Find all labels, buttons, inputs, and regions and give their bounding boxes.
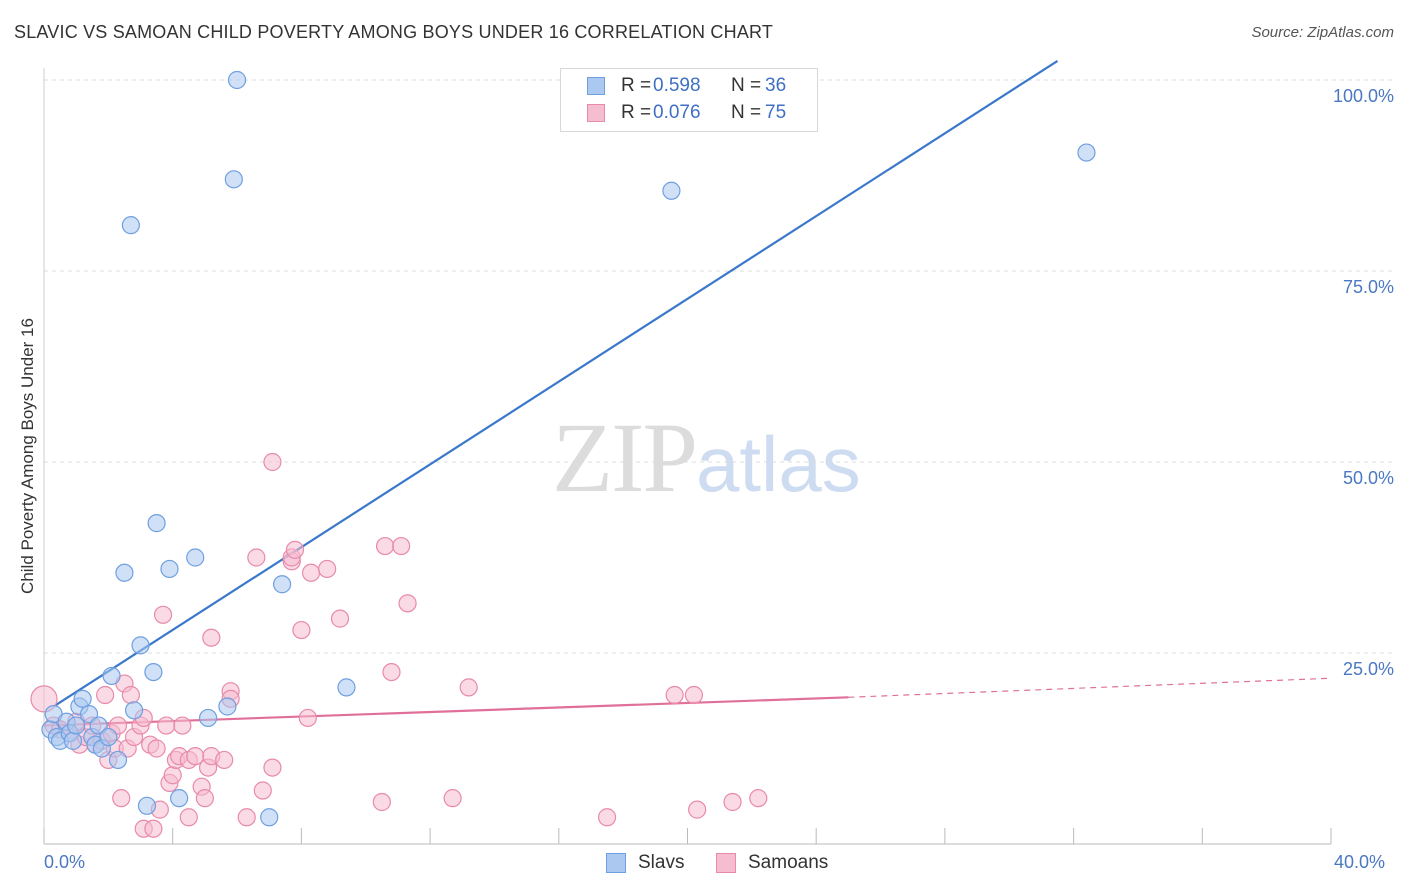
r-value: 0.598 bbox=[653, 75, 701, 96]
slavs-point bbox=[73, 689, 92, 708]
legend-label: Slavs bbox=[638, 852, 685, 873]
slavs-point bbox=[227, 70, 247, 90]
samoans-point bbox=[30, 685, 58, 713]
samoans-point bbox=[215, 750, 234, 770]
samoans-point bbox=[263, 452, 282, 472]
samoans-point bbox=[382, 662, 401, 682]
samoans-point bbox=[398, 594, 417, 613]
samoans-point bbox=[292, 620, 311, 640]
n-label: N = bbox=[731, 75, 762, 96]
data-points bbox=[30, 70, 1096, 838]
samoans-point bbox=[173, 716, 192, 735]
chart-title: SLAVIC VS SAMOAN CHILD POVERTY AMONG BOY… bbox=[14, 22, 774, 42]
samoans-point bbox=[285, 540, 305, 559]
samoans-swatch bbox=[716, 853, 736, 873]
samoans-point bbox=[684, 685, 704, 705]
slavs-point bbox=[272, 575, 292, 594]
samoans-point bbox=[96, 685, 115, 705]
slavs-swatch bbox=[587, 77, 605, 95]
samoans-point bbox=[157, 716, 176, 735]
samoans-point bbox=[237, 808, 256, 827]
slavs-point bbox=[160, 559, 179, 579]
samoans-point bbox=[375, 536, 395, 556]
slavs-point bbox=[186, 548, 205, 567]
y-tick-label: 50.0% bbox=[1342, 468, 1394, 488]
slavs-point bbox=[170, 789, 189, 808]
samoans-point bbox=[459, 678, 478, 697]
slavs-point bbox=[124, 701, 144, 720]
samoans-point bbox=[723, 792, 742, 812]
samoans-point bbox=[195, 789, 214, 808]
samoans-point bbox=[202, 628, 221, 647]
samoans-point bbox=[688, 800, 707, 819]
slavs-point bbox=[102, 666, 121, 686]
samoans-point bbox=[112, 789, 131, 808]
slavs-point bbox=[63, 731, 83, 750]
slavs-point bbox=[115, 563, 134, 582]
legend-label: Samoans bbox=[748, 852, 829, 873]
slavs-point bbox=[218, 697, 237, 716]
n-value: 36 bbox=[765, 75, 787, 96]
samoans-point bbox=[144, 819, 163, 838]
axes bbox=[43, 68, 1332, 845]
samoans-point bbox=[318, 559, 337, 579]
samoans-point bbox=[665, 685, 684, 705]
samoans-point bbox=[443, 789, 462, 808]
slavs-swatch bbox=[606, 853, 626, 873]
slavs-point bbox=[198, 708, 218, 728]
slavs-point bbox=[144, 662, 163, 682]
slavs-point bbox=[1077, 143, 1096, 162]
x-tick-label: 40.0% bbox=[1334, 852, 1386, 872]
slavs-point bbox=[67, 716, 86, 735]
slavs-point bbox=[662, 181, 681, 200]
samoans-point bbox=[749, 789, 768, 808]
slavs-point bbox=[108, 750, 128, 770]
watermark-zip: ZIP bbox=[552, 402, 698, 513]
samoans-point bbox=[330, 609, 350, 628]
y-tick-label: 75.0% bbox=[1342, 277, 1394, 297]
samoans-point bbox=[301, 563, 321, 582]
source-label: Source: ZipAtlas.com bbox=[1251, 24, 1394, 41]
watermark-atlas: atlas bbox=[696, 420, 861, 508]
samoans-swatch bbox=[587, 104, 605, 122]
samoans-point bbox=[179, 808, 198, 827]
r-label: R = bbox=[621, 102, 652, 123]
slavs-point bbox=[137, 796, 157, 815]
slavs-point bbox=[147, 514, 166, 533]
samoans-point bbox=[298, 708, 317, 728]
samoans-point bbox=[597, 808, 617, 827]
samoans-point bbox=[392, 536, 411, 556]
r-label: R = bbox=[621, 75, 652, 96]
n-label: N = bbox=[731, 102, 762, 123]
slavs-point bbox=[224, 170, 243, 189]
y-axis-label: Child Poverty Among Boys Under 16 bbox=[18, 318, 37, 594]
x-tick-label: 0.0% bbox=[44, 852, 86, 872]
correlation-legend: R = 0.598 N = 36 R = 0.076 N = 75 bbox=[560, 68, 818, 132]
slavs-point bbox=[337, 678, 356, 697]
samoans-point bbox=[153, 605, 173, 624]
samoans-point bbox=[253, 781, 272, 800]
slavs-point bbox=[260, 808, 279, 827]
n-value: 75 bbox=[765, 102, 787, 123]
samoans-point bbox=[263, 758, 282, 777]
slavs-point bbox=[99, 727, 118, 747]
r-value: 0.076 bbox=[653, 102, 701, 123]
y-tick-label: 100.0% bbox=[1332, 86, 1394, 106]
slavs-point bbox=[121, 216, 140, 235]
grid-lines bbox=[44, 79, 1392, 654]
samoans-point bbox=[247, 548, 266, 567]
samoans-point bbox=[147, 739, 166, 758]
watermark: ZIPatlas bbox=[552, 400, 861, 515]
y-tick-label: 25.0% bbox=[1342, 659, 1394, 679]
samoans-point bbox=[372, 792, 391, 812]
trend-line-slavs bbox=[53, 59, 1059, 708]
trend-lines bbox=[43, 59, 1332, 727]
trend-line-extension bbox=[848, 677, 1332, 698]
samoans-point bbox=[121, 685, 140, 705]
samoans-point bbox=[163, 766, 182, 785]
slavs-point bbox=[131, 636, 150, 655]
